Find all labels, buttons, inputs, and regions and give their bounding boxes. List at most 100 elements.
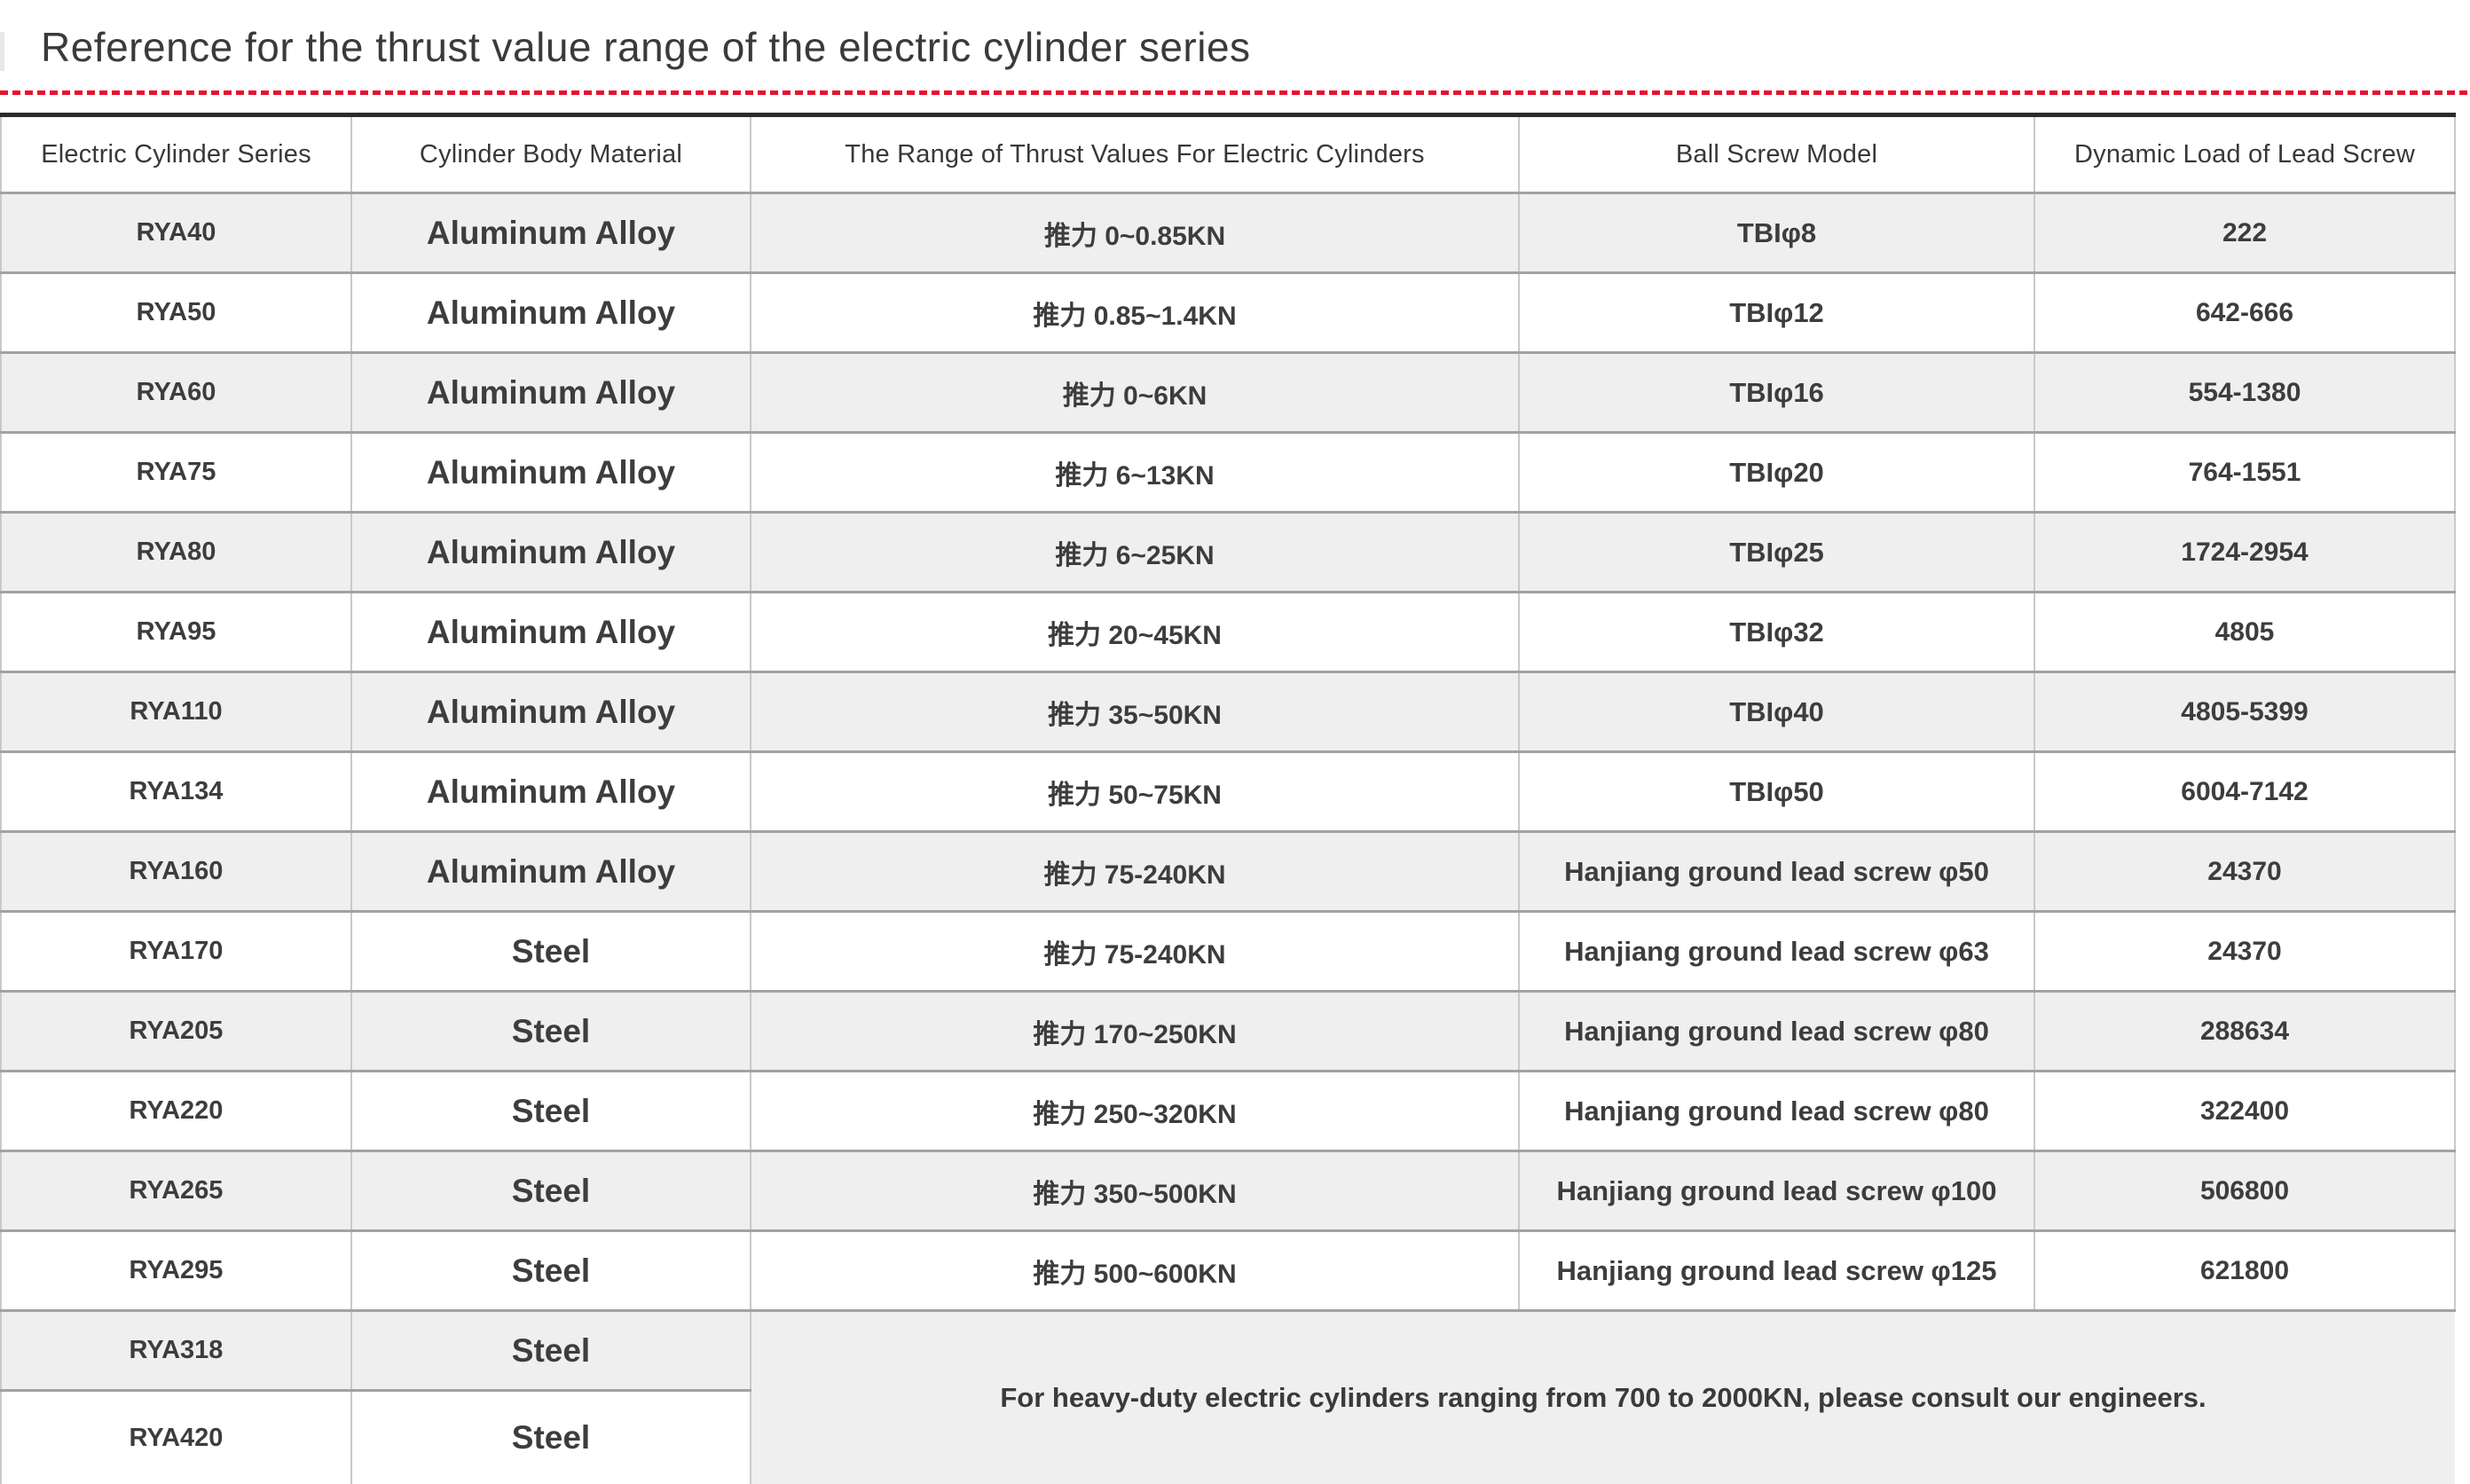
ball-screw-cell: TBIφ20 (1518, 432, 2035, 514)
ball-screw-cell: TBIφ12 (1518, 272, 2035, 355)
series-cell: RYA265 (0, 1150, 352, 1233)
ball-screw-cell: TBIφ40 (1518, 671, 2035, 754)
dynamic-load-cell: 24370 (2033, 911, 2456, 993)
heavy-duty-note-cell: For heavy-duty electric cylinders rangin… (750, 1310, 2455, 1484)
page-title: Reference for the thrust value range of … (41, 24, 1251, 70)
series-cell: RYA160 (0, 831, 352, 914)
dynamic-load-cell: 554-1380 (2033, 352, 2456, 435)
thrust-reference-table: Electric Cylinder Series Cylinder Body M… (0, 113, 2456, 1484)
material-cell: Aluminum Alloy (350, 272, 751, 355)
series-cell: RYA318 (0, 1310, 352, 1393)
dynamic-load-cell: 4805-5399 (2033, 671, 2456, 754)
material-cell: Aluminum Alloy (350, 432, 751, 514)
material-cell: Steel (350, 1071, 751, 1153)
dynamic-load-cell: 24370 (2033, 831, 2456, 914)
dynamic-load-cell: 621800 (2033, 1230, 2456, 1313)
table-row: RYA295 Steel 推力 500~600KN Hanjiang groun… (0, 1230, 2456, 1313)
ball-screw-cell: Hanjiang ground lead screw φ125 (1518, 1230, 2035, 1313)
thrust-cell: 推力 0~0.85KN (750, 192, 1520, 275)
series-cell: RYA50 (0, 272, 352, 355)
table-row: RYA318 Steel For heavy-duty electric cyl… (0, 1310, 2455, 1484)
thrust-cell: 推力 0~6KN (750, 352, 1520, 435)
series-cell: RYA420 (0, 1390, 352, 1484)
dynamic-load-cell: 506800 (2033, 1150, 2456, 1233)
series-cell: RYA60 (0, 352, 352, 435)
table-row: RYA40 Aluminum Alloy 推力 0~0.85KN TBIφ8 2… (0, 192, 2456, 275)
material-cell: Steel (350, 1150, 751, 1233)
dynamic-load-cell: 764-1551 (2033, 432, 2456, 514)
material-cell: Aluminum Alloy (350, 751, 751, 834)
series-cell: RYA220 (0, 1071, 352, 1153)
series-cell: RYA80 (0, 512, 352, 594)
material-cell: Steel (350, 911, 751, 993)
thrust-cell: 推力 170~250KN (750, 991, 1520, 1073)
material-cell: Steel (350, 1230, 751, 1313)
dynamic-load-cell: 642-666 (2033, 272, 2456, 355)
ball-screw-cell: TBIφ8 (1518, 192, 2035, 275)
thrust-cell: 推力 250~320KN (750, 1071, 1520, 1153)
column-header-dynamic-load: Dynamic Load of Lead Screw (2033, 114, 2456, 195)
dynamic-load-cell: 4805 (2033, 592, 2456, 674)
table-row: RYA134 Aluminum Alloy 推力 50~75KN TBIφ50 … (0, 751, 2456, 834)
ball-screw-cell: TBIφ32 (1518, 592, 2035, 674)
thrust-cell: 推力 0.85~1.4KN (750, 272, 1520, 355)
thrust-cell: 推力 20~45KN (750, 592, 1520, 674)
series-cell: RYA205 (0, 991, 352, 1073)
series-cell: RYA295 (0, 1230, 352, 1313)
ball-screw-cell: Hanjiang ground lead screw φ63 (1518, 911, 2035, 993)
column-header-series: Electric Cylinder Series (0, 114, 352, 195)
table-row: RYA420 Steel (0, 1390, 2455, 1484)
dashed-divider (0, 90, 2470, 96)
table-row: RYA95 Aluminum Alloy 推力 20~45KN TBIφ32 4… (0, 592, 2456, 674)
thrust-cell: 推力 75-240KN (750, 831, 1520, 914)
dynamic-load-cell: 1724-2954 (2033, 512, 2456, 594)
header-row: Electric Cylinder Series Cylinder Body M… (0, 114, 2456, 195)
table-row: RYA110 Aluminum Alloy 推力 35~50KN TBIφ40 … (0, 671, 2456, 754)
material-cell: Aluminum Alloy (350, 512, 751, 594)
series-cell: RYA170 (0, 911, 352, 993)
ball-screw-cell: Hanjiang ground lead screw φ100 (1518, 1150, 2035, 1233)
table-row: RYA205 Steel 推力 170~250KN Hanjiang groun… (0, 991, 2456, 1073)
title-section: Reference for the thrust value range of … (0, 0, 2470, 72)
series-cell: RYA110 (0, 671, 352, 754)
material-cell: Aluminum Alloy (350, 192, 751, 275)
thrust-cell: 推力 500~600KN (750, 1230, 1520, 1313)
dynamic-load-cell: 322400 (2033, 1071, 2456, 1153)
table-row: RYA265 Steel 推力 350~500KN Hanjiang groun… (0, 1150, 2456, 1233)
table-row: RYA170 Steel 推力 75-240KN Hanjiang ground… (0, 911, 2456, 993)
series-cell: RYA40 (0, 192, 352, 275)
ball-screw-cell: Hanjiang ground lead screw φ50 (1518, 831, 2035, 914)
ball-screw-cell: TBIφ25 (1518, 512, 2035, 594)
series-cell: RYA75 (0, 432, 352, 514)
material-cell: Aluminum Alloy (350, 831, 751, 914)
material-cell: Aluminum Alloy (350, 352, 751, 435)
dynamic-load-cell: 6004-7142 (2033, 751, 2456, 834)
material-cell: Aluminum Alloy (350, 592, 751, 674)
column-header-thrust-range: The Range of Thrust Values For Electric … (750, 114, 1520, 195)
dynamic-load-cell: 222 (2033, 192, 2456, 275)
column-header-ball-screw: Ball Screw Model (1518, 114, 2035, 195)
column-header-material: Cylinder Body Material (350, 114, 751, 195)
thrust-cell: 推力 75-240KN (750, 911, 1520, 993)
title-bullet-partial (0, 32, 4, 71)
table-row: RYA50 Aluminum Alloy 推力 0.85~1.4KN TBIφ1… (0, 272, 2456, 355)
table-row: RYA80 Aluminum Alloy 推力 6~25KN TBIφ25 17… (0, 512, 2456, 594)
material-cell: Steel (350, 1310, 751, 1393)
ball-screw-cell: Hanjiang ground lead screw φ80 (1518, 991, 2035, 1073)
table-row: RYA75 Aluminum Alloy 推力 6~13KN TBIφ20 76… (0, 432, 2456, 514)
thrust-cell: 推力 35~50KN (750, 671, 1520, 754)
material-cell: Steel (350, 1390, 751, 1484)
ball-screw-cell: Hanjiang ground lead screw φ80 (1518, 1071, 2035, 1153)
table-row: RYA160 Aluminum Alloy 推力 75-240KN Hanjia… (0, 831, 2456, 914)
ball-screw-cell: TBIφ16 (1518, 352, 2035, 435)
thrust-cell: 推力 6~25KN (750, 512, 1520, 594)
material-cell: Steel (350, 991, 751, 1073)
table-row: RYA60 Aluminum Alloy 推力 0~6KN TBIφ16 554… (0, 352, 2456, 435)
thrust-cell: 推力 50~75KN (750, 751, 1520, 834)
table-row: RYA220 Steel 推力 250~320KN Hanjiang groun… (0, 1071, 2456, 1153)
series-cell: RYA134 (0, 751, 352, 834)
series-cell: RYA95 (0, 592, 352, 674)
thrust-cell: 推力 6~13KN (750, 432, 1520, 514)
thrust-cell: 推力 350~500KN (750, 1150, 1520, 1233)
dynamic-load-cell: 288634 (2033, 991, 2456, 1073)
